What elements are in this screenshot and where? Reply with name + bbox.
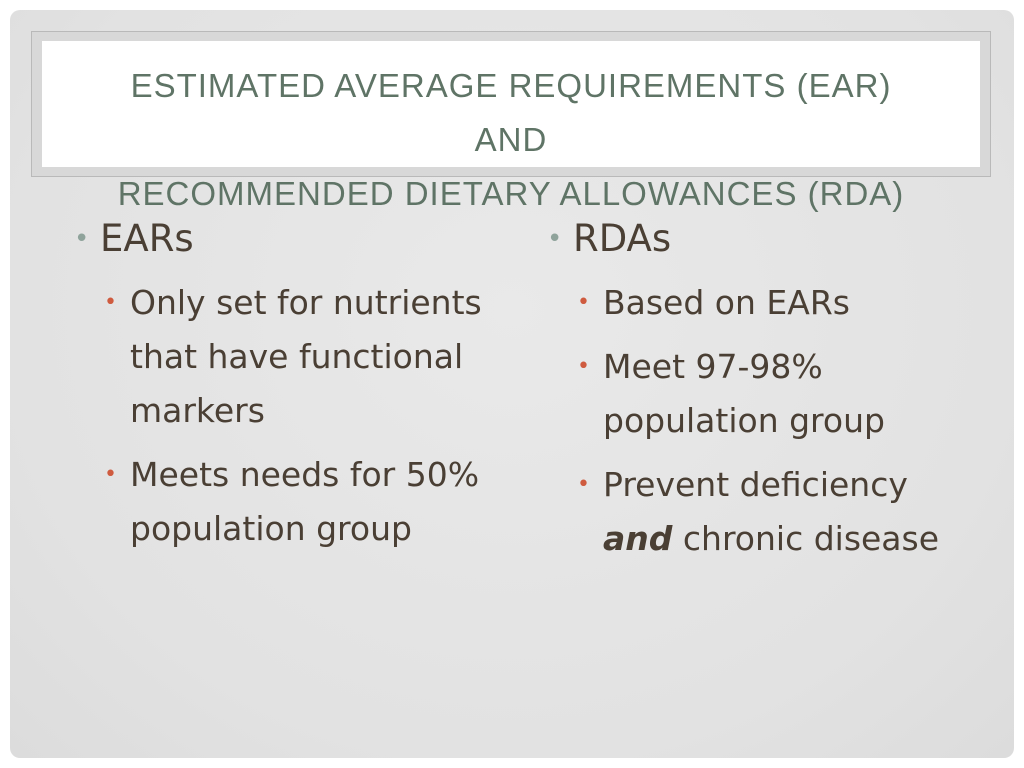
item-text-before: Prevent deficiency bbox=[603, 465, 908, 504]
left-heading: EARs bbox=[100, 217, 194, 260]
slide: Estimated Average Requirements (EAR) and… bbox=[10, 10, 1014, 758]
bullet-icon: • bbox=[577, 290, 590, 315]
item-text-after: chronic disease bbox=[682, 519, 940, 558]
list-item-text: Meet 97-98% population group bbox=[603, 347, 885, 440]
slide-title: Estimated Average Requirements (EAR) and… bbox=[42, 59, 980, 221]
emphasis-text: and bbox=[603, 519, 673, 558]
bullet-icon: • bbox=[104, 290, 117, 315]
list-item-text: Prevent deficiency and chronic disease bbox=[603, 458, 987, 566]
list-item-text: Only set for nutrients that have functio… bbox=[130, 283, 482, 430]
left-subitems: • Only set for nutrients that have funct… bbox=[104, 276, 504, 556]
right-subitems: • Based on EARs • Meet 97-98% population… bbox=[577, 276, 987, 566]
left-heading-item: • EARs bbox=[74, 208, 504, 270]
bullet-icon: • bbox=[547, 224, 563, 254]
bullet-icon: • bbox=[104, 462, 117, 487]
list-item-text: Meets needs for 50% population group bbox=[130, 455, 480, 548]
list-item: • Prevent deficiency and chronic disease bbox=[577, 458, 987, 566]
bullet-icon: • bbox=[74, 224, 90, 254]
list-item-text: Based on EARs bbox=[603, 283, 850, 322]
right-heading: RDAs bbox=[573, 217, 672, 260]
right-heading-item: • RDAs bbox=[547, 208, 987, 270]
bullet-icon: • bbox=[577, 354, 590, 379]
title-line-1: Estimated Average Requirements (EAR) bbox=[130, 67, 892, 104]
right-column: • RDAs • Based on EARs • Meet 97-98% pop… bbox=[547, 208, 987, 576]
list-item: • Meets needs for 50% population group bbox=[104, 448, 504, 556]
title-panel: Estimated Average Requirements (EAR) and… bbox=[42, 41, 980, 212]
bullet-icon: • bbox=[577, 472, 590, 497]
title-line-2: and bbox=[474, 121, 548, 158]
title-line-3: Recommended Dietary Allowances (RDA) bbox=[117, 175, 905, 212]
list-item: • Meet 97-98% population group bbox=[577, 340, 987, 448]
list-item: • Based on EARs bbox=[577, 276, 987, 330]
title-frame: Estimated Average Requirements (EAR) and… bbox=[31, 31, 991, 212]
left-column: • EARs • Only set for nutrients that hav… bbox=[74, 208, 504, 566]
list-item: • Only set for nutrients that have funct… bbox=[104, 276, 504, 438]
